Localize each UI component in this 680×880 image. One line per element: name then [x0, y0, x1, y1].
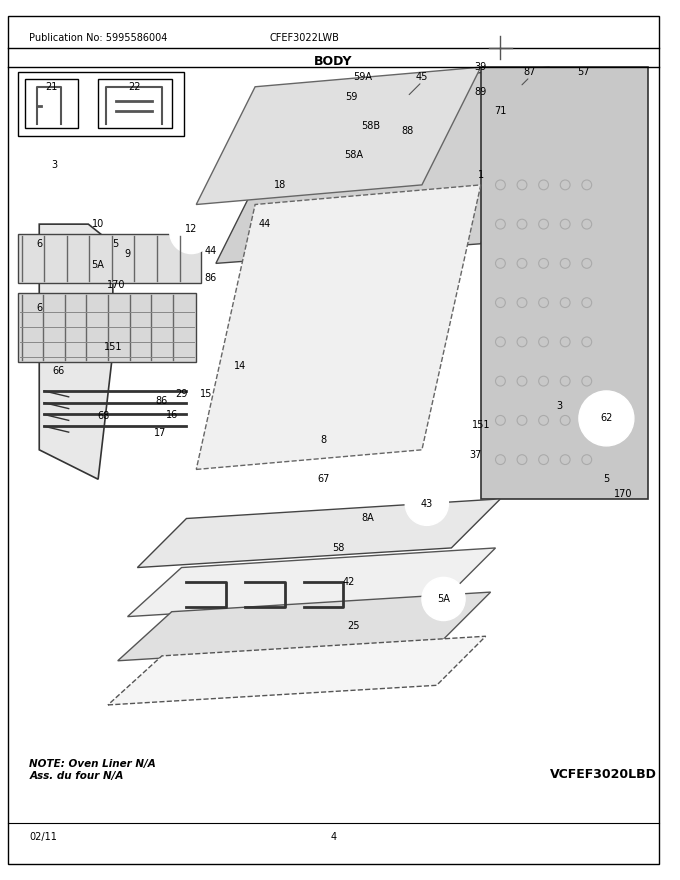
Text: 16: 16 — [166, 410, 178, 421]
Polygon shape — [18, 234, 201, 283]
Text: 89: 89 — [475, 86, 487, 97]
Text: VCFEF3020LBD: VCFEF3020LBD — [549, 768, 656, 781]
Text: 86: 86 — [156, 396, 168, 406]
Text: 22: 22 — [128, 82, 141, 92]
Text: 170: 170 — [107, 280, 125, 290]
Text: 25: 25 — [347, 621, 360, 632]
Polygon shape — [481, 67, 647, 499]
Polygon shape — [128, 548, 496, 617]
Text: 5A: 5A — [92, 260, 105, 270]
Text: 45: 45 — [415, 72, 428, 82]
Polygon shape — [216, 67, 549, 263]
Circle shape — [422, 577, 465, 620]
Text: 66: 66 — [53, 366, 65, 377]
Text: 44: 44 — [205, 246, 217, 255]
Polygon shape — [39, 224, 113, 480]
Text: 8: 8 — [321, 435, 327, 445]
Polygon shape — [197, 185, 481, 469]
Text: BODY: BODY — [314, 55, 353, 69]
Circle shape — [168, 380, 195, 407]
Text: 21: 21 — [45, 82, 57, 92]
Text: CFEF3022LWB: CFEF3022LWB — [269, 33, 339, 43]
Text: 3: 3 — [51, 160, 57, 170]
Text: Ass. du four N/A: Ass. du four N/A — [29, 772, 124, 781]
Text: 59: 59 — [345, 92, 358, 101]
Text: 58B: 58B — [361, 121, 381, 131]
Text: 29: 29 — [175, 389, 188, 399]
Text: 37: 37 — [470, 450, 482, 459]
Text: 14: 14 — [235, 362, 247, 371]
Text: 88: 88 — [401, 126, 413, 136]
Text: 71: 71 — [494, 106, 507, 116]
Text: Publication No: 5995586004: Publication No: 5995586004 — [29, 33, 168, 43]
Polygon shape — [18, 293, 197, 362]
Text: 67: 67 — [318, 474, 330, 484]
Text: 59A: 59A — [354, 72, 373, 82]
Text: 02/11: 02/11 — [29, 832, 57, 842]
Text: 12: 12 — [185, 224, 197, 234]
Text: 9: 9 — [124, 248, 131, 259]
Text: 62: 62 — [600, 414, 613, 423]
Text: 18: 18 — [273, 180, 286, 190]
Text: 17: 17 — [154, 429, 166, 438]
Text: 68: 68 — [97, 412, 109, 422]
Text: 1: 1 — [478, 170, 484, 180]
Text: 151: 151 — [471, 421, 490, 430]
Polygon shape — [137, 499, 500, 568]
Text: 5: 5 — [113, 238, 119, 249]
Text: 8A: 8A — [362, 514, 374, 524]
Text: 151: 151 — [103, 341, 122, 352]
Text: 58: 58 — [333, 543, 345, 553]
Text: 58A: 58A — [343, 150, 362, 160]
Bar — [98, 79, 172, 128]
Polygon shape — [197, 67, 481, 204]
Text: 42: 42 — [342, 577, 354, 587]
Circle shape — [579, 391, 634, 446]
Text: 4: 4 — [330, 832, 337, 842]
Circle shape — [405, 482, 448, 525]
Bar — [24, 79, 78, 128]
Polygon shape — [118, 592, 490, 661]
Text: 87: 87 — [524, 67, 536, 77]
Text: 44: 44 — [259, 219, 271, 229]
Text: 10: 10 — [92, 219, 104, 229]
Bar — [18, 72, 184, 136]
Text: 57: 57 — [577, 67, 590, 77]
Text: 39: 39 — [475, 62, 487, 72]
Text: 6: 6 — [36, 303, 42, 312]
Text: 3: 3 — [556, 400, 562, 411]
Text: 5: 5 — [603, 474, 609, 484]
Circle shape — [170, 210, 213, 253]
Text: 170: 170 — [614, 489, 632, 499]
Text: 15: 15 — [200, 389, 212, 399]
Text: 6: 6 — [36, 238, 42, 249]
Text: 5A: 5A — [437, 594, 450, 604]
Text: 43: 43 — [421, 499, 433, 509]
Text: NOTE: Oven Liner N/A: NOTE: Oven Liner N/A — [29, 759, 156, 769]
Text: 86: 86 — [205, 273, 217, 283]
Polygon shape — [108, 636, 486, 705]
